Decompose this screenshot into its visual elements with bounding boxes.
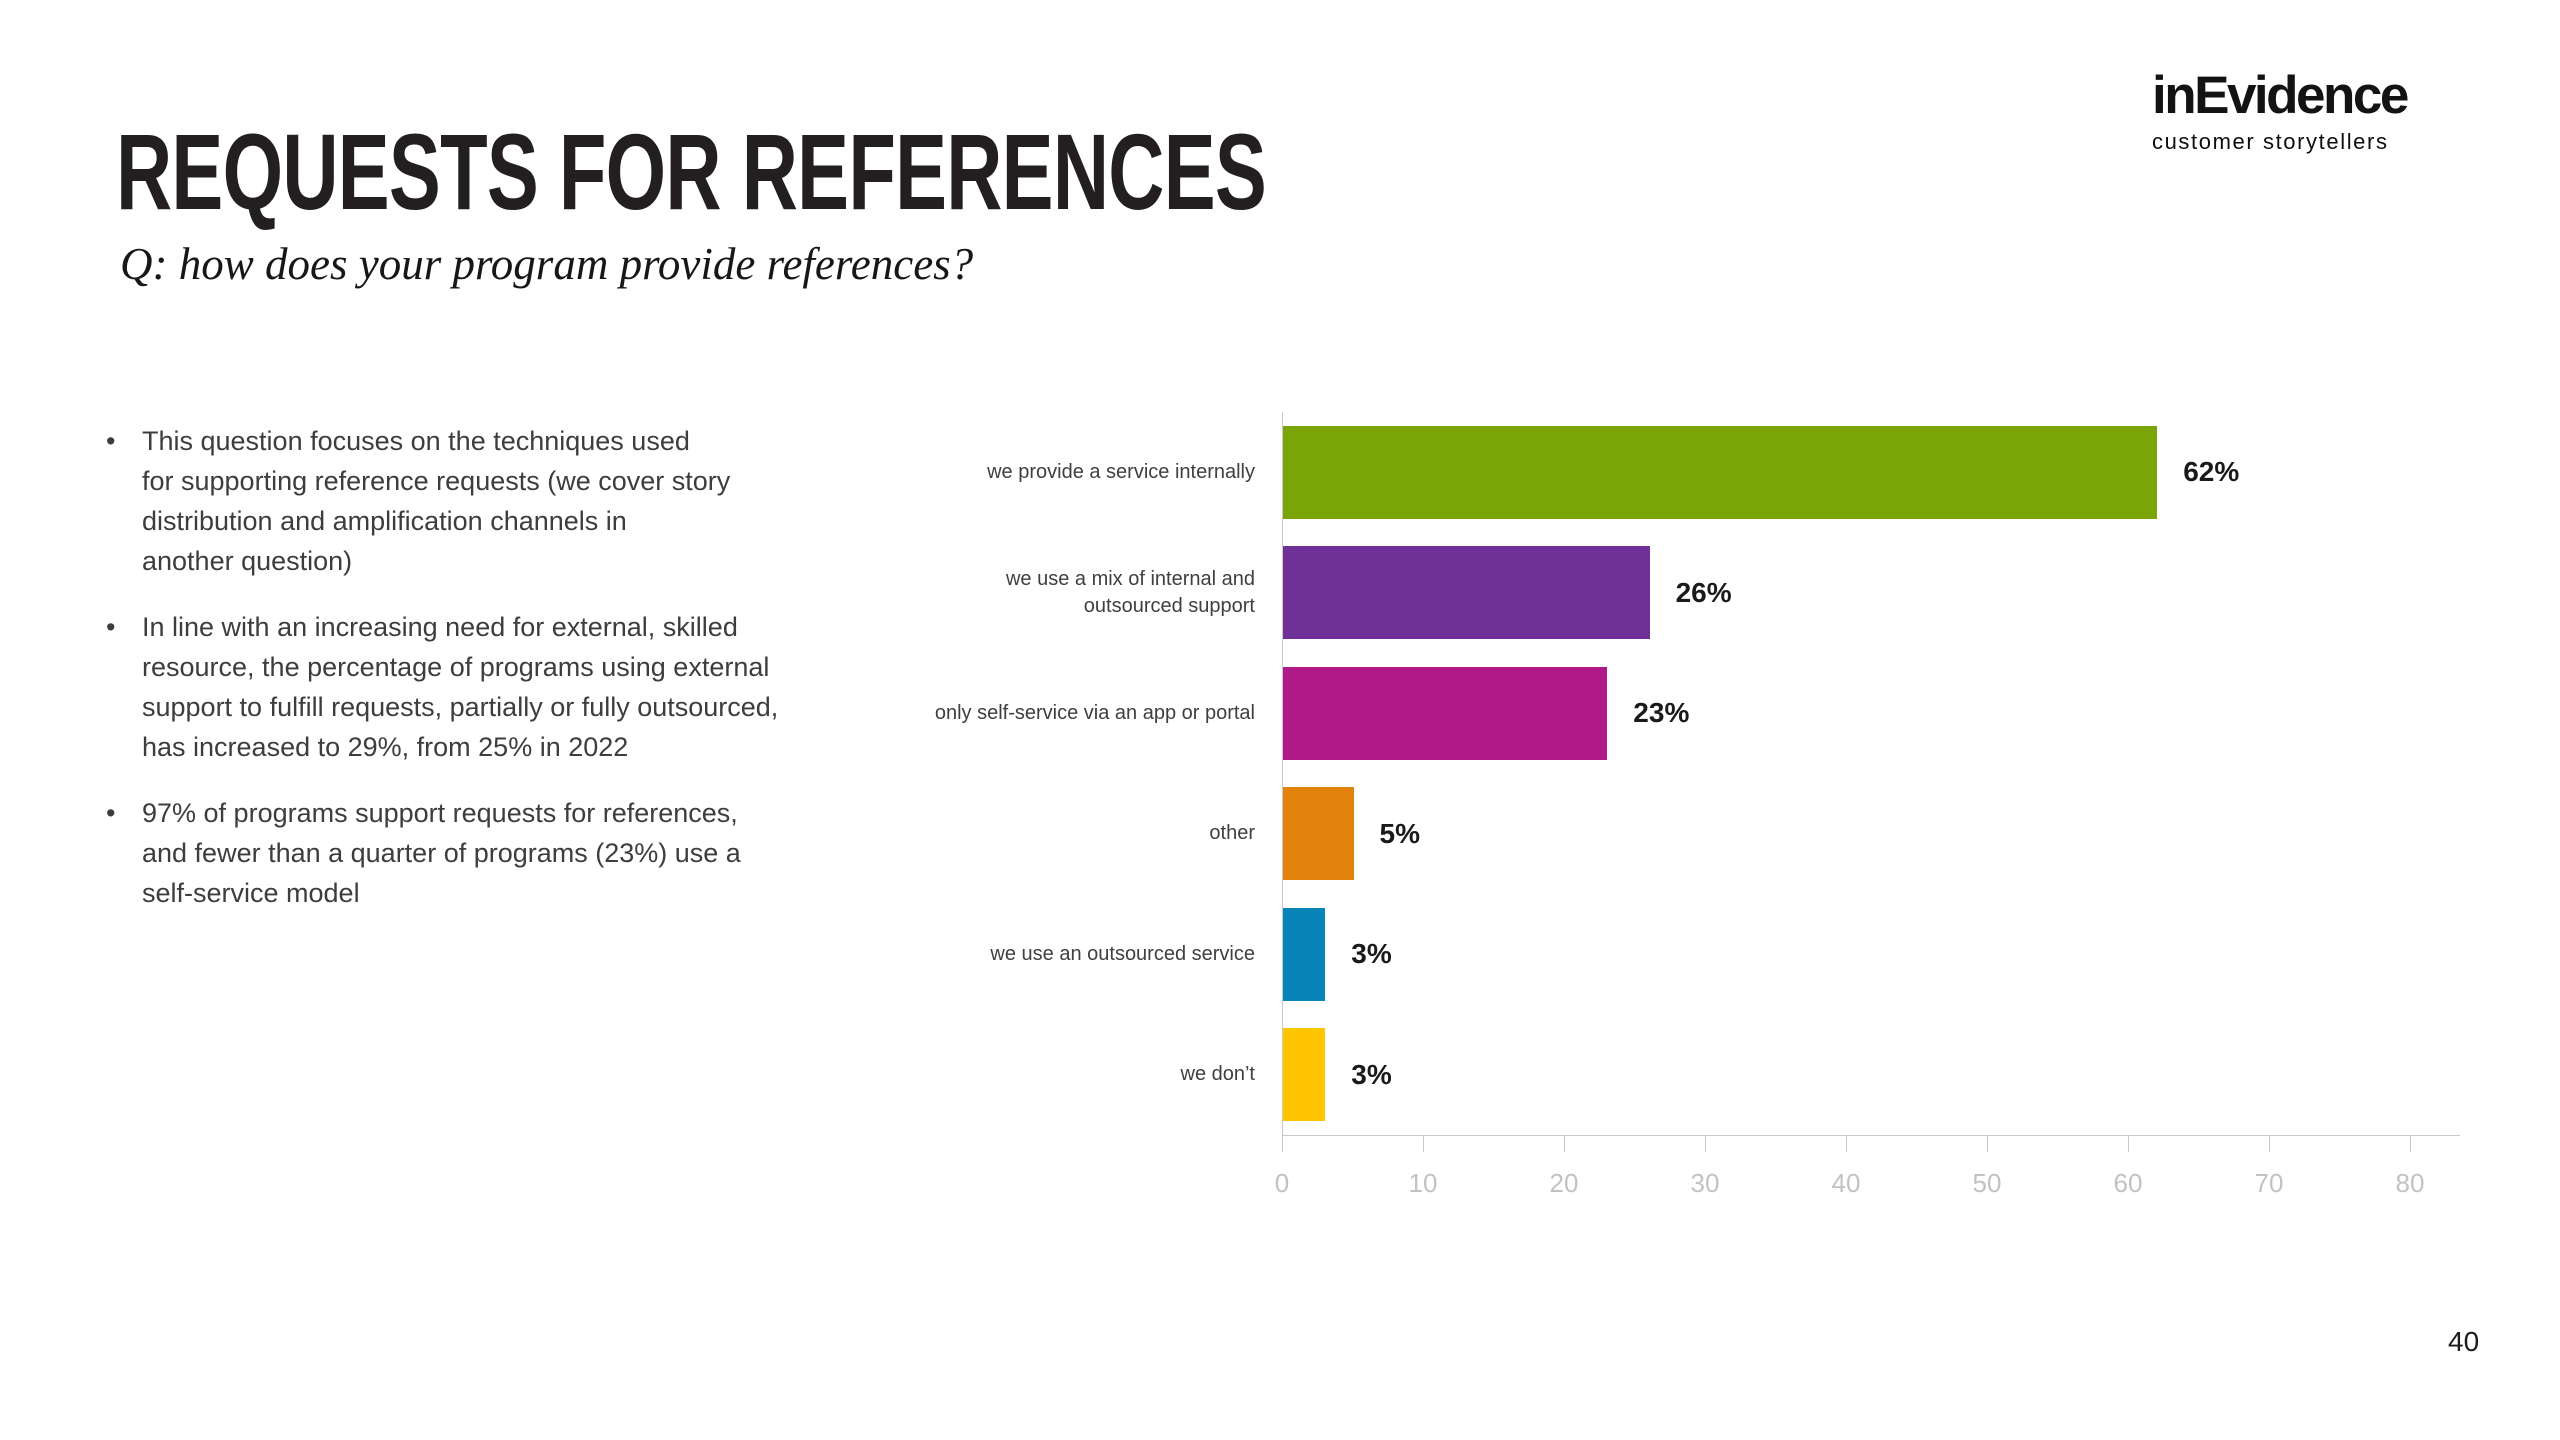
chart-row: other 5% <box>1209 774 2410 895</box>
bullet-marker: • <box>106 426 116 456</box>
bar <box>1283 425 2158 519</box>
logo: inEvidence customer storytellers <box>2152 66 2409 155</box>
axis-tick-label: 50 <box>1972 1168 2002 1198</box>
bullet-item: • In line with an increasing need for ext… <box>106 608 986 768</box>
axis-tick <box>1423 1136 1424 1152</box>
question-subtitle: Q: how does your program provide referen… <box>120 239 974 289</box>
logo-wordmark: inEvidence <box>2152 66 2409 125</box>
axis-tick <box>2410 1136 2411 1152</box>
axis-tick-label: 10 <box>1408 1168 1438 1198</box>
page-title: REQUESTS FOR REFERENCES <box>116 111 1267 232</box>
axis-tick <box>1987 1136 1988 1152</box>
value-label: 3% <box>1351 1058 1392 1090</box>
category-label: other <box>1209 822 1255 845</box>
category-label: we use an outsourced service <box>990 942 1255 965</box>
bar <box>1283 907 1326 1001</box>
axis-tick <box>2269 1136 2270 1152</box>
axis-tick-label: 0 <box>1274 1168 1290 1198</box>
category-label: we provide a service internally <box>987 460 1255 483</box>
category-label: we don’t <box>1180 1063 1256 1086</box>
value-label: 23% <box>1633 697 1690 729</box>
bullet-marker: • <box>106 797 116 828</box>
category-label: we use a mix of internal and outsourced … <box>1005 567 1255 617</box>
axis-tick-label: 40 <box>1831 1168 1861 1198</box>
axis-tick-label: 70 <box>2254 1168 2284 1198</box>
category-label: only self-service via an app or portal <box>934 701 1255 724</box>
chart-row: we don’t 3% <box>1181 1015 2410 1136</box>
chart-row: only self-service via an app or portal 23… <box>935 653 2410 774</box>
axis-tick-label: 30 <box>1690 1168 1720 1198</box>
bullet-item: • This question focuses on the techniques… <box>106 422 986 582</box>
axis-tick <box>1705 1136 1706 1152</box>
bullet-text: In line with an increasing need for exte… <box>142 611 779 762</box>
bullet-list: • This question focuses on the techniques… <box>106 422 986 939</box>
axis-tick-label: 60 <box>2113 1168 2143 1198</box>
axis-tick-label: 20 <box>1549 1168 1579 1198</box>
axis-tick <box>1282 1136 1283 1152</box>
axis-tick <box>2128 1136 2129 1152</box>
bar-chart: we provide a service internally 62% we use… <box>935 412 2460 1205</box>
value-label: 62% <box>2183 456 2240 488</box>
chart-row: we use an outsourced service 3% <box>990 894 2410 1015</box>
bar <box>1283 666 1608 760</box>
page-number: 40 <box>2448 1326 2480 1357</box>
logo-tagline: customer storytellers <box>2152 128 2389 154</box>
bullet-text: 97% of programs support requests for ref… <box>142 797 741 908</box>
bar <box>1283 787 1354 881</box>
bullet-text: This question focuses on the techniques … <box>142 426 731 576</box>
axis-tick <box>1846 1136 1847 1152</box>
chart-row: we use a mix of internal and outsourced … <box>1006 533 2410 654</box>
bar <box>1283 546 1650 640</box>
axis-tick <box>1564 1136 1565 1152</box>
axis-tick-label: 80 <box>2395 1168 2425 1198</box>
x-axis: 0 10 20 30 40 50 60 70 80 <box>1275 1135 2460 1205</box>
bullet-marker: • <box>106 611 116 642</box>
value-label: 5% <box>1379 817 1420 849</box>
chart-row: we provide a service internally 62% <box>987 412 2410 533</box>
bullet-item: • 97% of programs support requests for re… <box>106 794 986 914</box>
chart-plot-area: we provide a service internally 62% we use… <box>935 412 2410 1136</box>
value-label: 26% <box>1675 576 1732 608</box>
bar <box>1283 1028 1326 1122</box>
value-label: 3% <box>1351 938 1392 970</box>
